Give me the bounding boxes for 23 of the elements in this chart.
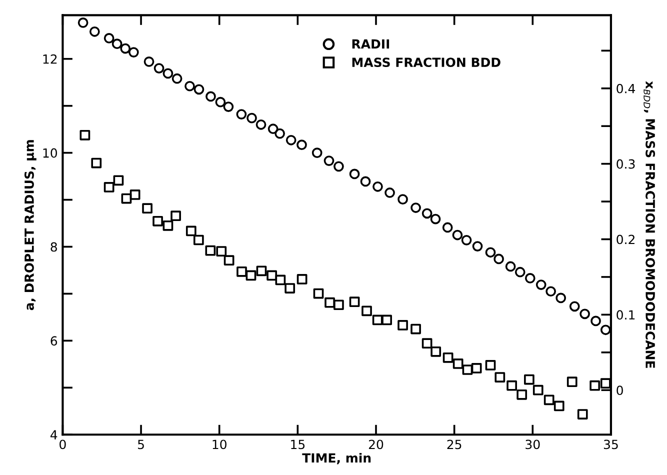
y2-tick-label: 0: [616, 386, 623, 396]
y-tick-label: 10: [43, 148, 58, 158]
x-tick-label: 25: [447, 440, 462, 450]
y-tick-label: 8: [50, 242, 57, 252]
x-tick-label: 20: [368, 440, 384, 450]
y-tick-label: 12: [43, 54, 57, 64]
y-axis-title: a, DROPLET RADIUS, μm: [24, 140, 36, 310]
y2-tick-label: 0.1: [616, 310, 635, 320]
x-tick-label: 35: [604, 440, 618, 450]
x-tick-label: 0: [60, 440, 66, 450]
y-tick-label: 4: [50, 430, 58, 440]
legend-label: MASS FRACTION BDD: [352, 58, 500, 68]
y2-axis-title: x$_{BDD}$, MASS FRACTION BROMODODECANE: [644, 81, 656, 368]
x-tick-label: 30: [526, 440, 540, 450]
legend-label: RADII: [352, 39, 390, 49]
x-tick-label: 5: [138, 440, 144, 450]
x-tick-label: 15: [291, 440, 305, 450]
y2-tick-label: 0.2: [616, 234, 634, 244]
y2-tick-label: 0.3: [616, 159, 635, 169]
y2-tick-label: 0.4: [616, 84, 636, 94]
y-tick-label: 6: [50, 336, 58, 346]
x-axis-title: TIME, min: [302, 452, 371, 464]
x-tick-label: 10: [212, 440, 226, 450]
